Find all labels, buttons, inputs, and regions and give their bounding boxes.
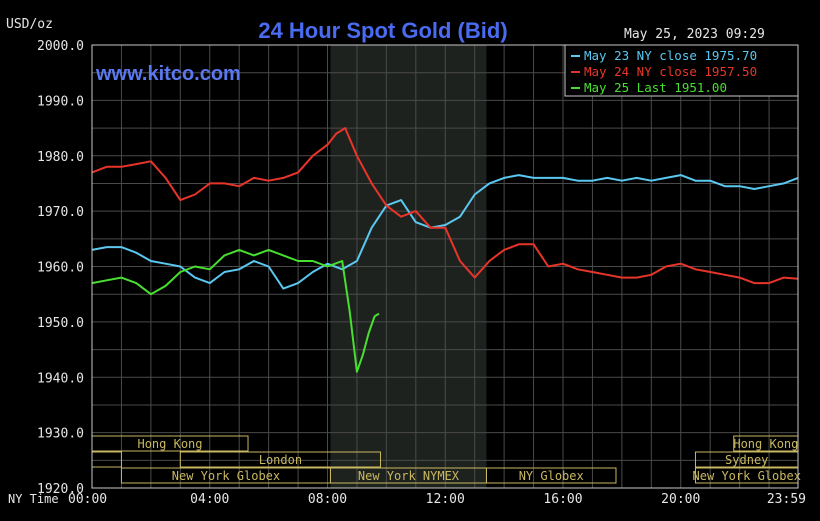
legend-entry: May 23 NY close 1975.70 <box>584 48 757 63</box>
x-tick-label: 04:00 <box>190 492 229 507</box>
session-bar <box>485 467 617 484</box>
unit-label: USD/oz <box>6 17 53 32</box>
y-tick-label: 1940.0 <box>37 371 84 386</box>
y-tick-label: 1990.0 <box>37 94 84 109</box>
y-axis-ticks: 2000.0 1990.0 1980.0 1970.0 1960.0 1950.0 1940… <box>37 39 84 497</box>
y-tick-label: 1920.0 <box>37 482 84 497</box>
session-label: Hong Kong <box>137 437 202 451</box>
series-line-3 <box>91 248 380 373</box>
x-axis-prefix: NY Time <box>8 492 59 506</box>
session-label: Hong Kong <box>733 437 798 451</box>
x-tick-label: 16:00 <box>543 492 582 507</box>
trading-sessions: Hong Kong Hong Kong London Sydney New York G… <box>91 435 801 484</box>
plot-frame <box>91 44 799 489</box>
x-tick-label: 12:00 <box>426 492 465 507</box>
legend-box <box>564 44 799 97</box>
session-bar <box>179 451 381 468</box>
x-tick-label: 23:59 <box>767 492 806 507</box>
x-tick-label: 00:00 <box>68 492 107 507</box>
session-label: New York Globex <box>172 469 280 483</box>
session-label: NY Globex <box>519 469 584 483</box>
kitco-watermark: www.kitco.com <box>95 63 241 85</box>
series-line-2 <box>91 127 799 285</box>
series-line-1 <box>91 174 799 290</box>
session-label: New York Globex <box>693 469 801 483</box>
y-tick-label: 1930.0 <box>37 427 84 442</box>
chart-title: 24 Hour Spot Gold (Bid) <box>258 18 507 43</box>
chart-grid <box>92 45 798 488</box>
y-tick-label: 1980.0 <box>37 150 84 165</box>
session-label: Sydney <box>725 453 768 467</box>
session-label: London <box>259 453 302 467</box>
x-tick-label: 20:00 <box>661 492 700 507</box>
session-label: New York NYMEX <box>358 469 460 483</box>
y-tick-label: 2000.0 <box>37 39 84 54</box>
y-tick-label: 1970.0 <box>37 205 84 220</box>
y-tick-label: 1950.0 <box>37 316 84 331</box>
price-lines <box>91 127 799 373</box>
x-axis-ticks: 00:00 04:00 08:00 12:00 16:00 20:00 23:59 <box>68 492 806 507</box>
x-tick-label: 08:00 <box>308 492 347 507</box>
legend-entry: May 25 Last 1951.00 <box>584 80 727 95</box>
y-tick-label: 1960.0 <box>37 261 84 276</box>
legend-entry: May 24 NY close 1957.50 <box>584 64 757 79</box>
timestamp: May 25, 2023 09:29 <box>624 27 765 42</box>
